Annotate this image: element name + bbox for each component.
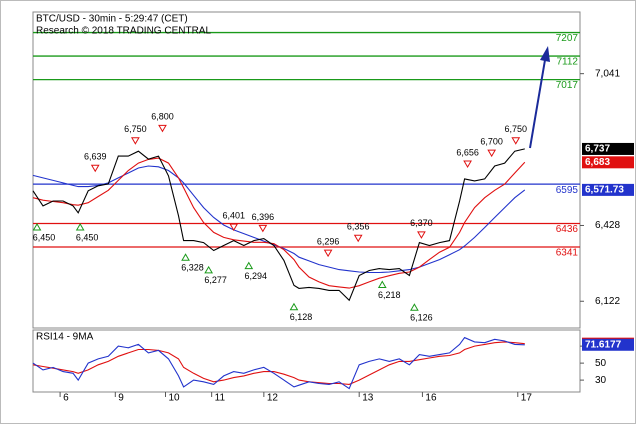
x-tick-label: 6 <box>63 393 69 404</box>
annotation-label: 6,396 <box>252 212 275 222</box>
level-label: 6341 <box>556 248 579 259</box>
annotation-label: 6,450 <box>76 232 99 242</box>
resistance-marker <box>511 137 521 145</box>
chart-subtitle: Research © 2018 TRADING CENTRAL <box>36 26 211 37</box>
series-line <box>32 336 525 390</box>
last-value-box <box>582 142 634 155</box>
last-value-box <box>582 183 634 196</box>
annotation-label: 6,218 <box>378 290 401 300</box>
last-value-box <box>582 156 634 169</box>
resistance-marker <box>323 249 333 258</box>
level-label: 6436 <box>556 224 579 235</box>
x-tick-label: 13 <box>362 393 374 404</box>
y-tick-label: 7,041 <box>595 68 620 79</box>
annotation-label: 6,401 <box>222 211 245 221</box>
support-marker <box>377 280 387 288</box>
annotation-label: 6,128 <box>290 312 313 322</box>
level-label: 7017 <box>556 80 579 91</box>
panel <box>32 11 581 329</box>
annotation-label: 6,450 <box>33 232 56 242</box>
support-marker <box>410 303 419 311</box>
y-tick-label: 6,428 <box>595 220 620 231</box>
support-marker <box>244 261 254 270</box>
annotation-label: 6,356 <box>347 222 370 232</box>
y-tick-label: 6,122 <box>595 296 620 307</box>
support-marker <box>181 253 190 261</box>
last-value-label: 6,683 <box>585 157 610 168</box>
plot-layer: 7,041 6,428 6,122 7207 7112 7017 6595 6436 6341 B… <box>32 11 634 404</box>
annotation-label: 6,750 <box>504 124 527 134</box>
chart-title: RSI14 - 9MA <box>36 332 94 343</box>
x-tick-label: 16 <box>425 393 437 404</box>
support-marker <box>75 223 85 231</box>
level-label: 6595 <box>556 185 579 196</box>
last-value-box <box>582 338 634 351</box>
annotation-label: 6,750 <box>124 124 147 134</box>
resistance-marker <box>463 160 472 169</box>
x-tick-label: 12 <box>267 393 279 404</box>
resistance-marker <box>487 149 497 158</box>
y-tick-label: 50 <box>595 358 607 369</box>
support-marker <box>289 302 299 311</box>
resistance-marker <box>90 164 100 173</box>
y-tick-label: 30 <box>595 375 607 386</box>
x-tick-label: 11 <box>215 393 226 404</box>
annotation-label: 6,294 <box>245 271 268 281</box>
chart-title: BTC/USD - 30min - 5:29:47 (CET) <box>36 14 188 25</box>
annotation-label: 6,656 <box>456 147 479 157</box>
x-tick-label: 9 <box>118 393 124 404</box>
x-tick-label: 17 <box>521 393 533 404</box>
last-value-label: 6,737 <box>585 144 610 155</box>
annotation-label: 6,296 <box>317 237 340 247</box>
forecast-arrow-head <box>540 46 550 62</box>
support-marker <box>204 265 214 274</box>
level-label: 7112 <box>556 57 578 68</box>
series-line <box>32 148 525 302</box>
annotation-label: 6,700 <box>480 136 503 146</box>
annotation-label: 6,370 <box>410 218 433 228</box>
support-marker <box>32 223 42 231</box>
series-line <box>32 341 525 385</box>
last-value-label: 6,571.73 <box>585 185 624 196</box>
resistance-marker <box>353 234 363 243</box>
x-tick-label: 10 <box>168 393 180 404</box>
resistance-marker <box>229 223 239 232</box>
forecast-arrow <box>529 59 546 149</box>
resistance-marker <box>158 124 167 133</box>
last-value-label: 71.6177 <box>585 339 622 350</box>
annotation-label: 6,328 <box>181 263 204 273</box>
resistance-marker <box>417 231 426 239</box>
resistance-marker <box>258 224 268 233</box>
annotation-label: 6,126 <box>410 313 433 323</box>
resistance-marker <box>131 137 140 145</box>
annotation-label: 6,800 <box>151 112 174 122</box>
series-line <box>32 157 526 289</box>
annotation-label: 6,277 <box>204 275 227 285</box>
annotation-label: 6,639 <box>84 152 107 162</box>
level-label: 7207 <box>556 33 579 44</box>
